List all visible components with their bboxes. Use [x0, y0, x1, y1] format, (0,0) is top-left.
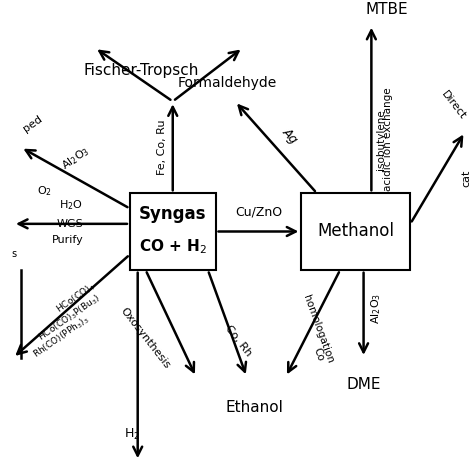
Text: Co, Rh: Co, Rh	[223, 323, 254, 358]
Bar	[301, 193, 410, 270]
Text: ped: ped	[21, 114, 44, 135]
Text: Fe, Co, Ru: Fe, Co, Ru	[157, 119, 167, 175]
Text: cat: cat	[461, 169, 471, 187]
Text: Ethanol: Ethanol	[226, 400, 283, 415]
Text: Rh(CO)(PPh$_3$)$_3$: Rh(CO)(PPh$_3$)$_3$	[31, 313, 92, 361]
Text: isobutylene: isobutylene	[376, 109, 386, 170]
Text: HCo(CO)$_3$P(Bu$_3$): HCo(CO)$_3$P(Bu$_3$)	[36, 292, 103, 344]
Text: O$_2$: O$_2$	[37, 184, 52, 198]
Text: Al$_2$O$_3$: Al$_2$O$_3$	[59, 144, 92, 173]
Text: Fischer-Tropsch: Fischer-Tropsch	[84, 64, 199, 78]
Text: CO + H$_2$: CO + H$_2$	[139, 237, 207, 256]
Text: WGS: WGS	[56, 219, 83, 229]
Text: Methanol: Methanol	[317, 222, 394, 240]
Text: Ag: Ag	[280, 126, 301, 146]
Text: HCo(CO)$_4$: HCo(CO)$_4$	[54, 281, 97, 317]
Bar	[130, 193, 216, 270]
Text: MTBE: MTBE	[365, 2, 408, 17]
Text: Formaldehyde: Formaldehyde	[178, 76, 277, 90]
Text: Cu/ZnO: Cu/ZnO	[235, 205, 282, 218]
Text: acidic ion exchange: acidic ion exchange	[383, 88, 393, 191]
Text: Purify: Purify	[51, 235, 83, 246]
Text: Oxosynthesis: Oxosynthesis	[118, 306, 172, 371]
Text: H$_2$: H$_2$	[124, 427, 140, 442]
Text: Syngas: Syngas	[139, 205, 207, 223]
Text: homologation: homologation	[301, 293, 335, 365]
Text: H$_2$O: H$_2$O	[59, 199, 83, 212]
Text: Direct: Direct	[439, 89, 467, 121]
Text: Al$_2$O$_3$: Al$_2$O$_3$	[369, 292, 383, 324]
Text: s: s	[12, 249, 17, 259]
Text: DME: DME	[346, 377, 381, 392]
Text: Co: Co	[311, 346, 325, 362]
